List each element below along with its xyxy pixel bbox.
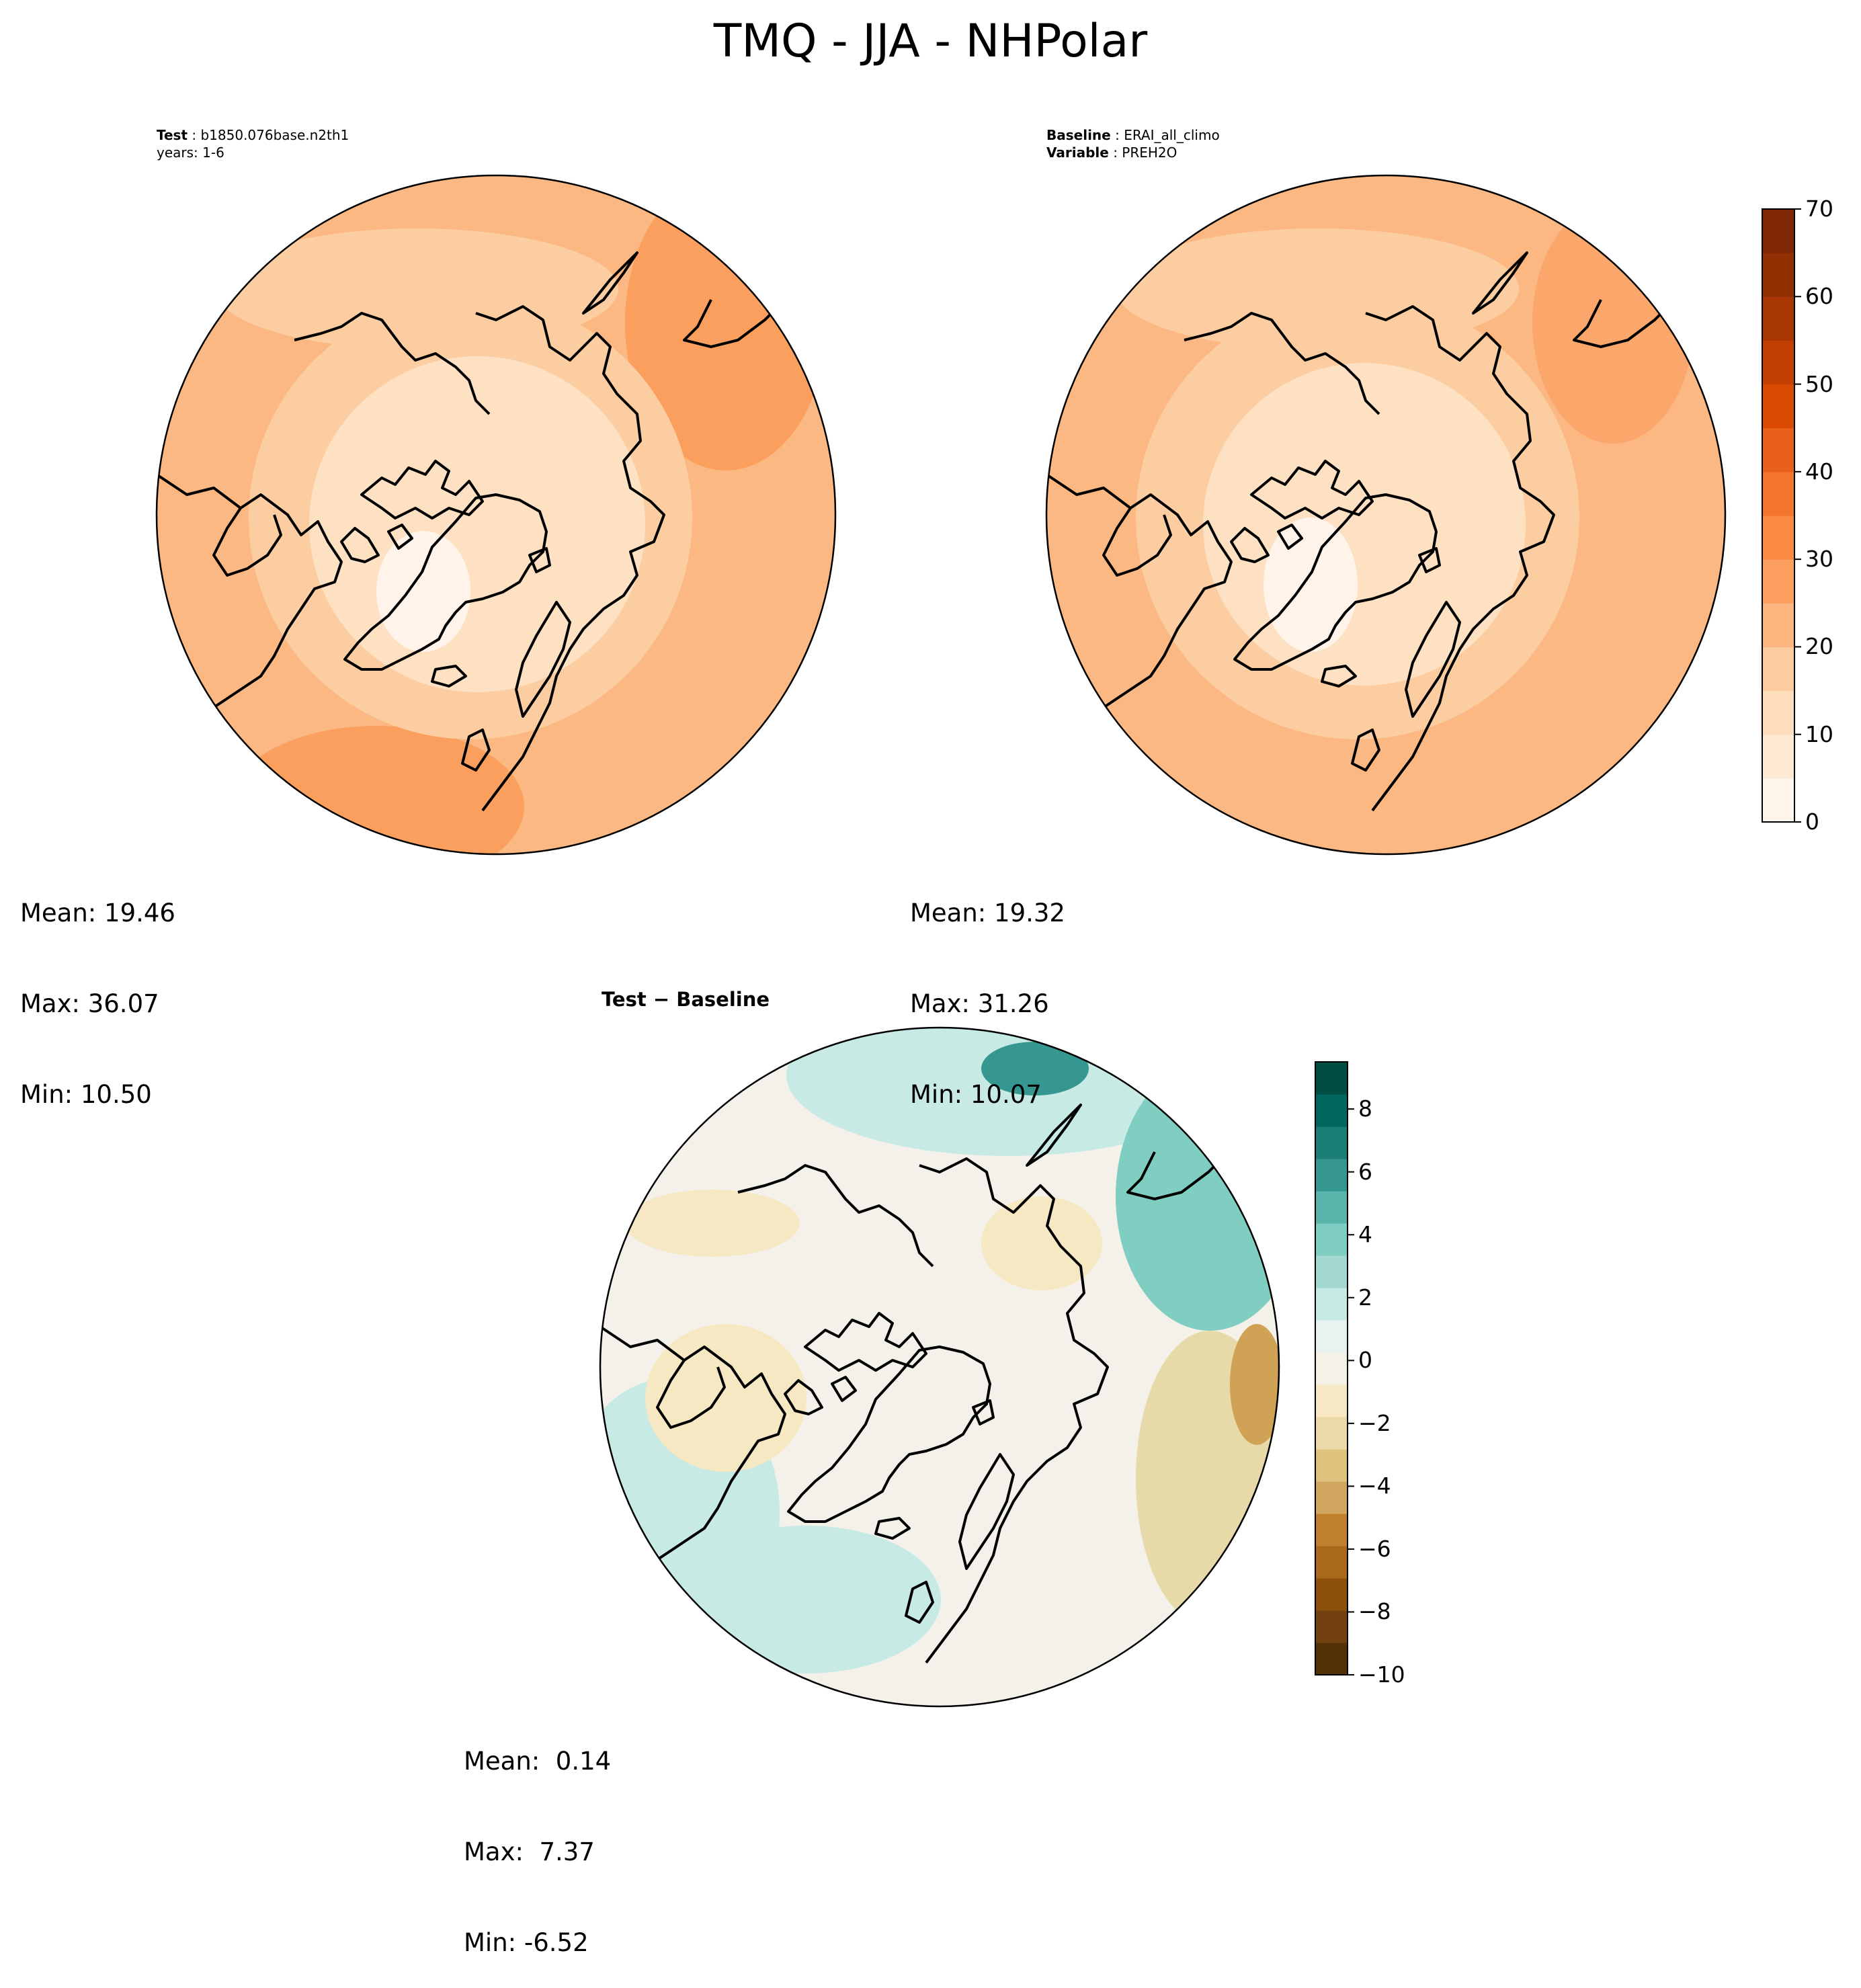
colorbar-segment — [1315, 1417, 1348, 1450]
colorbar-tick-label: −2 — [1358, 1409, 1391, 1436]
colorbar-tick-label: 4 — [1358, 1221, 1372, 1248]
test-map-boundary — [155, 174, 837, 856]
colorbar-tick-label: 50 — [1805, 370, 1833, 397]
colorbar-segment — [1315, 1481, 1348, 1514]
baseline-header-line-2: Variable : PREH2O — [1046, 144, 1177, 161]
colorbar-tick-label: 0 — [1358, 1347, 1372, 1374]
colorbar-tick-label: 2 — [1358, 1284, 1372, 1311]
test-label: Test — [157, 127, 188, 143]
colorbar-tick-label: −10 — [1358, 1661, 1405, 1688]
colorbar-tick-label: −8 — [1358, 1598, 1391, 1625]
colorbar-segment — [1315, 1320, 1348, 1353]
test-stats: Mean: 19.46 Max: 36.07 Min: 10.50 — [20, 837, 175, 1140]
variable-label: Variable — [1046, 144, 1109, 161]
colorbar-segment — [1762, 603, 1794, 648]
colorbar-segment — [1762, 427, 1794, 472]
colorbar-segment — [1315, 1159, 1348, 1192]
colorbar-segment — [1762, 734, 1794, 779]
colorbar-segment — [1315, 1255, 1348, 1288]
colorbar-segment — [1315, 1352, 1348, 1385]
test-min: Min: 10.50 — [20, 1080, 152, 1109]
colorbar-tick-label: 0 — [1805, 809, 1819, 835]
diff-stats: Mean: 0.14 Max: 7.37 Min: -6.52 — [464, 1686, 611, 1988]
colorbar-segment — [1315, 1191, 1348, 1224]
colorbar-segment — [1315, 1578, 1348, 1611]
test-case-name: b1850.076base.n2th1 — [200, 127, 349, 143]
colorbar-tick-label: 10 — [1805, 720, 1833, 747]
colorbar-tick-label: 60 — [1805, 283, 1833, 310]
baseline-min: Min: 10.07 — [910, 1080, 1042, 1109]
colorbar-tick-label: 70 — [1805, 196, 1833, 222]
field-colorbar — [1762, 208, 1801, 823]
colorbar-segment — [1762, 384, 1794, 429]
colorbar-segment — [1762, 209, 1794, 253]
test-map-field — [157, 175, 835, 854]
colorbar-segment — [1315, 1643, 1348, 1675]
diff-colorbar — [1315, 1061, 1354, 1675]
baseline-mean: Mean: 19.32 — [910, 899, 1065, 927]
colorbar-segment — [1315, 1449, 1348, 1482]
baseline-stats: Mean: 19.32 Max: 31.26 Min: 10.07 — [910, 837, 1065, 1140]
figure-title: TMQ - JJA - NHPolar — [713, 15, 1148, 68]
colorbar-segment — [1315, 1610, 1348, 1643]
colorbar-tick-label: 6 — [1358, 1158, 1372, 1185]
colorbar-frame — [1762, 208, 1795, 823]
baseline-max: Max: 31.26 — [910, 989, 1049, 1018]
baseline-map-field — [1046, 175, 1725, 854]
baseline-map-boundary — [1045, 174, 1727, 856]
test-years: years: 1-6 — [157, 144, 224, 161]
diff-mean: Mean: 0.14 — [464, 1747, 612, 1776]
diff-min: Min: -6.52 — [464, 1928, 589, 1957]
colorbar-tick-label: 8 — [1358, 1095, 1372, 1122]
colorbar-segment — [1762, 690, 1794, 735]
colorbar-segment — [1762, 471, 1794, 516]
baseline-header-line-1: Baseline : ERAI_all_climo — [1046, 127, 1220, 143]
colorbar-segment — [1762, 340, 1794, 385]
colorbar-tick-label: 40 — [1805, 458, 1833, 485]
colorbar-segment — [1315, 1126, 1348, 1159]
diff-map-boundary — [599, 1026, 1280, 1708]
baseline-case-name: ERAI_all_climo — [1124, 127, 1220, 143]
colorbar-segment — [1762, 253, 1794, 297]
diff-panel-title: Test − Baseline — [602, 988, 770, 1011]
figure-canvas — [155, 174, 1801, 1708]
test-mean: Mean: 19.46 — [20, 899, 175, 927]
colorbar-segment — [1315, 1062, 1348, 1095]
colorbar-tick-label: −6 — [1358, 1535, 1391, 1562]
colorbar-segment — [1315, 1223, 1348, 1256]
colorbar-segment — [1762, 778, 1794, 823]
baseline-label: Baseline — [1046, 127, 1111, 143]
colorbar-tick-label: 20 — [1805, 633, 1833, 660]
colorbar-tick-label: −4 — [1358, 1473, 1391, 1499]
colorbar-segment — [1315, 1514, 1348, 1546]
variable-name: PREH2O — [1122, 144, 1177, 161]
colorbar-segment — [1762, 515, 1794, 560]
colorbar-frame — [1315, 1061, 1348, 1675]
colorbar-segment — [1762, 296, 1794, 341]
test-header-line-1: Test : b1850.076base.n2th1 — [157, 127, 349, 143]
colorbar-segment — [1762, 647, 1794, 692]
colorbar-segment — [1315, 1094, 1348, 1127]
colorbar-segment — [1315, 1546, 1348, 1579]
test-max: Max: 36.07 — [20, 989, 159, 1018]
colorbar-tick-label: 30 — [1805, 546, 1833, 573]
colorbar-segment — [1315, 1384, 1348, 1417]
test-header-line-2: years: 1-6 — [157, 144, 224, 161]
colorbar-segment — [1762, 559, 1794, 604]
diff-max: Max: 7.37 — [464, 1837, 595, 1866]
colorbar-segment — [1315, 1288, 1348, 1321]
